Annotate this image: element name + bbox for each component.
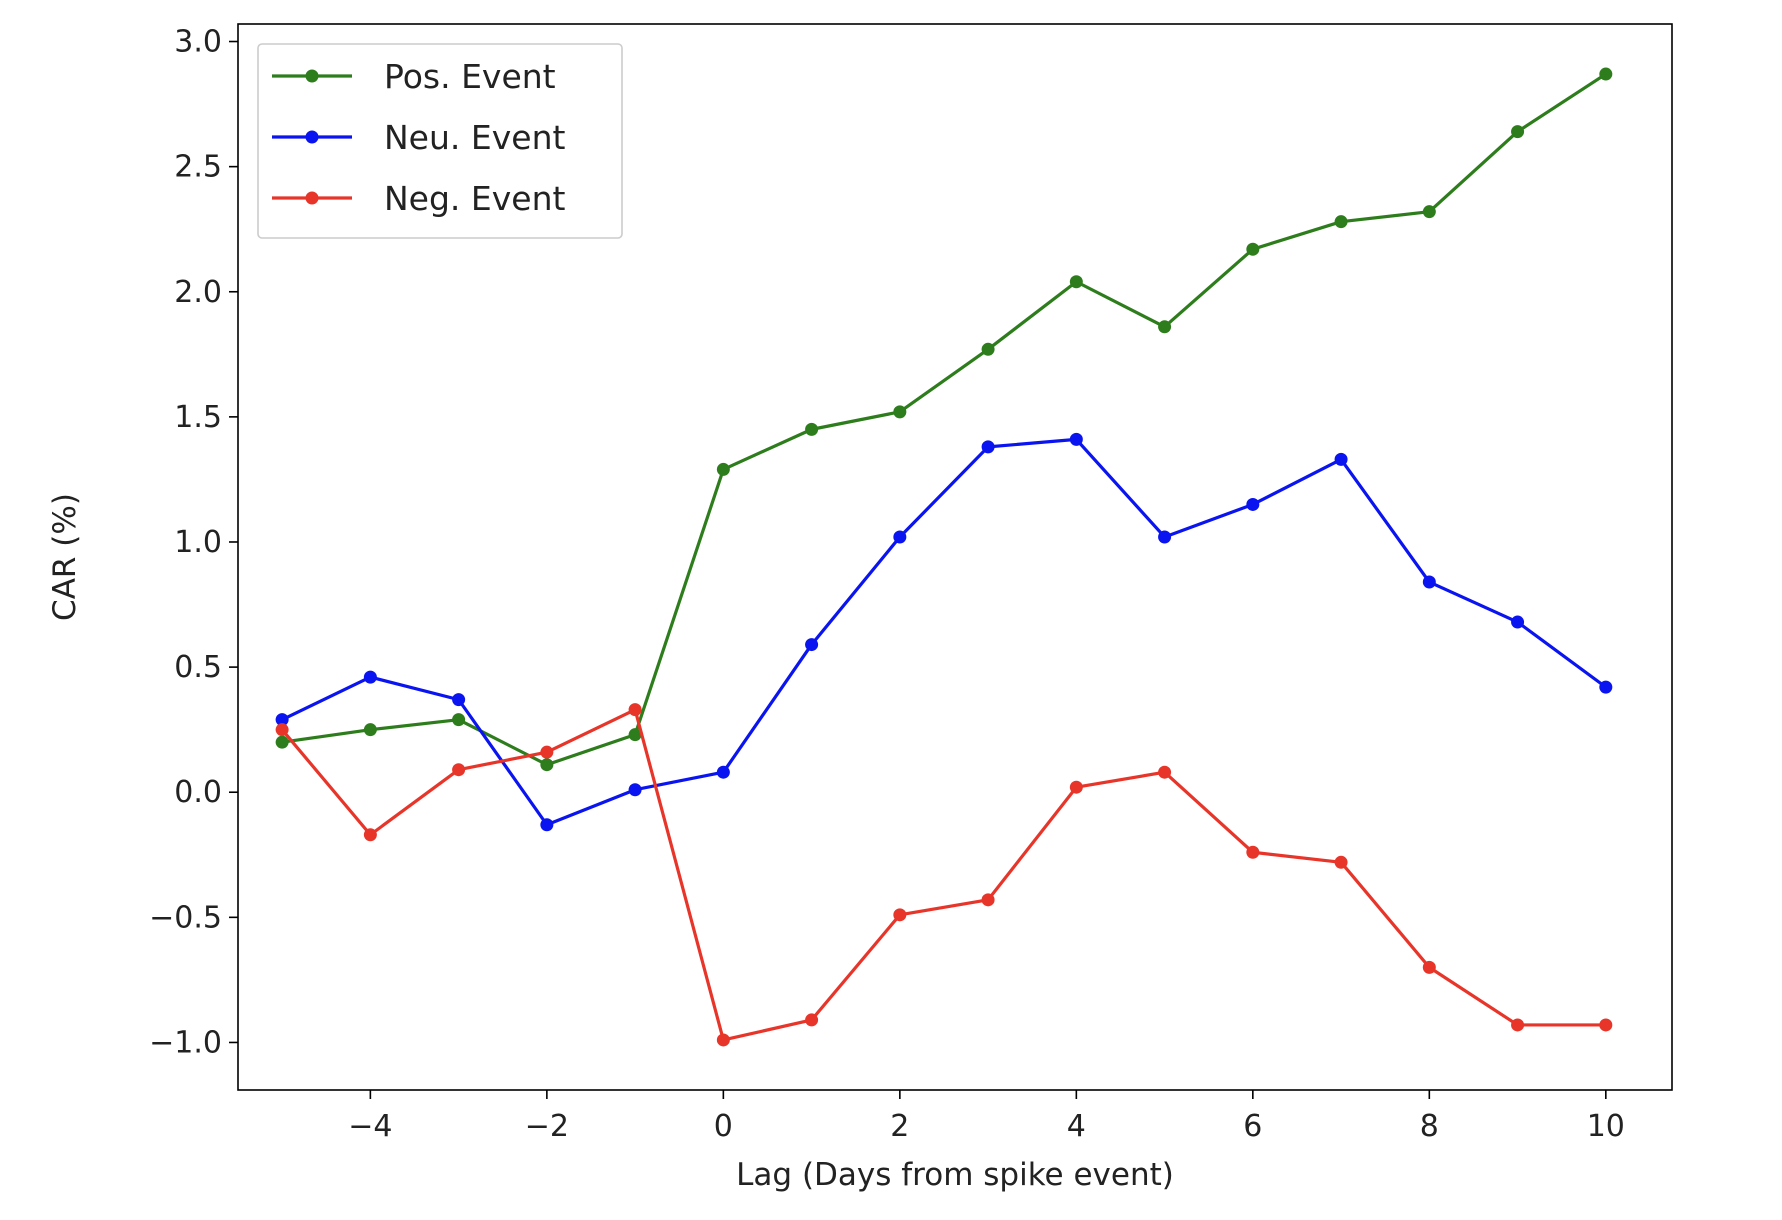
data-point [275, 723, 289, 737]
y-tick-label: −0.5 [149, 900, 222, 935]
y-axis-label: CAR (%) [47, 493, 83, 621]
series-pos-event [275, 67, 1613, 772]
data-point [363, 828, 377, 842]
data-point [363, 670, 377, 684]
y-axis: −1.0 −0.5 0.0 0.5 1.0 1.5 2.0 2.5 3.0 [149, 25, 238, 1060]
legend-swatch-marker [305, 191, 319, 205]
data-point [628, 728, 642, 742]
y-tick-label: 0.5 [174, 650, 222, 685]
data-point [893, 908, 907, 922]
legend: Pos. Event Neu. Event Neg. Event [257, 43, 623, 239]
y-tick-label: 3.0 [174, 25, 222, 60]
data-point [540, 758, 554, 772]
series-layer [275, 67, 1613, 1047]
data-point [628, 783, 642, 797]
data-point [981, 440, 995, 454]
data-point [1511, 1018, 1525, 1032]
x-tick-label: 8 [1420, 1109, 1439, 1144]
x-tick-label: 2 [890, 1109, 909, 1144]
data-point [1511, 615, 1525, 629]
data-point [1158, 765, 1172, 779]
data-point [981, 342, 995, 356]
data-point [452, 713, 466, 727]
x-tick-label: 4 [1067, 1109, 1086, 1144]
data-point [1069, 780, 1083, 794]
data-point [893, 530, 907, 544]
legend-label: Pos. Event [384, 57, 556, 96]
y-tick-label: 1.0 [174, 525, 222, 560]
data-point [275, 735, 289, 749]
data-point [1334, 855, 1348, 869]
data-point [1334, 215, 1348, 229]
plot-area-frame [237, 23, 1673, 1091]
series-line [280, 708, 1606, 1042]
data-point [1246, 242, 1260, 256]
data-point [716, 1033, 730, 1047]
data-point [540, 818, 554, 832]
data-point [1422, 960, 1436, 974]
data-point [1422, 205, 1436, 219]
data-point [1422, 575, 1436, 589]
series-line [281, 72, 1607, 767]
data-point [1599, 680, 1613, 694]
y-tick-label: 2.0 [174, 275, 222, 310]
data-point [716, 462, 730, 476]
legend-box [257, 43, 623, 239]
data-point [452, 693, 466, 707]
data-point [540, 745, 554, 759]
data-point [1599, 67, 1613, 81]
x-tick-label: 0 [714, 1109, 733, 1144]
data-point [1246, 845, 1260, 859]
data-point [1334, 452, 1348, 466]
series-neg-event [275, 703, 1613, 1047]
y-tick-label: −1.0 [149, 1025, 222, 1060]
data-point [893, 405, 907, 419]
data-point [1599, 1018, 1613, 1032]
data-point [1069, 275, 1083, 289]
x-tick-label: 10 [1587, 1109, 1625, 1144]
data-point [805, 1013, 819, 1027]
data-point [1511, 125, 1525, 139]
data-point [1158, 320, 1172, 334]
legend-label: Neg. Event [384, 179, 566, 218]
data-point [275, 713, 289, 727]
legend-item: Neg. Event [272, 179, 566, 218]
y-tick-label: 2.5 [174, 150, 222, 185]
legend-item: Pos. Event [272, 57, 556, 96]
x-axis-label: Lag (Days from spike event) [736, 1157, 1174, 1193]
data-point [805, 422, 819, 436]
data-point [1158, 530, 1172, 544]
x-axis: −4 −2 0 2 4 6 8 10 [348, 1090, 1625, 1144]
x-tick-label: −2 [525, 1109, 569, 1144]
data-point [981, 893, 995, 907]
data-point [363, 723, 377, 737]
legend-item: Neu. Event [272, 118, 565, 157]
x-tick-label: −4 [348, 1109, 392, 1144]
data-point [452, 763, 466, 777]
data-point [628, 703, 642, 717]
data-point [1246, 497, 1260, 511]
y-tick-label: 1.5 [174, 400, 222, 435]
legend-swatch-marker [305, 69, 319, 83]
x-tick-label: 6 [1243, 1109, 1262, 1144]
legend-swatch-marker [305, 130, 319, 144]
data-point [805, 638, 819, 652]
y-tick-label: 0.0 [174, 775, 222, 810]
data-point [716, 765, 730, 779]
data-point [1069, 432, 1083, 446]
legend-label: Neu. Event [384, 118, 565, 157]
